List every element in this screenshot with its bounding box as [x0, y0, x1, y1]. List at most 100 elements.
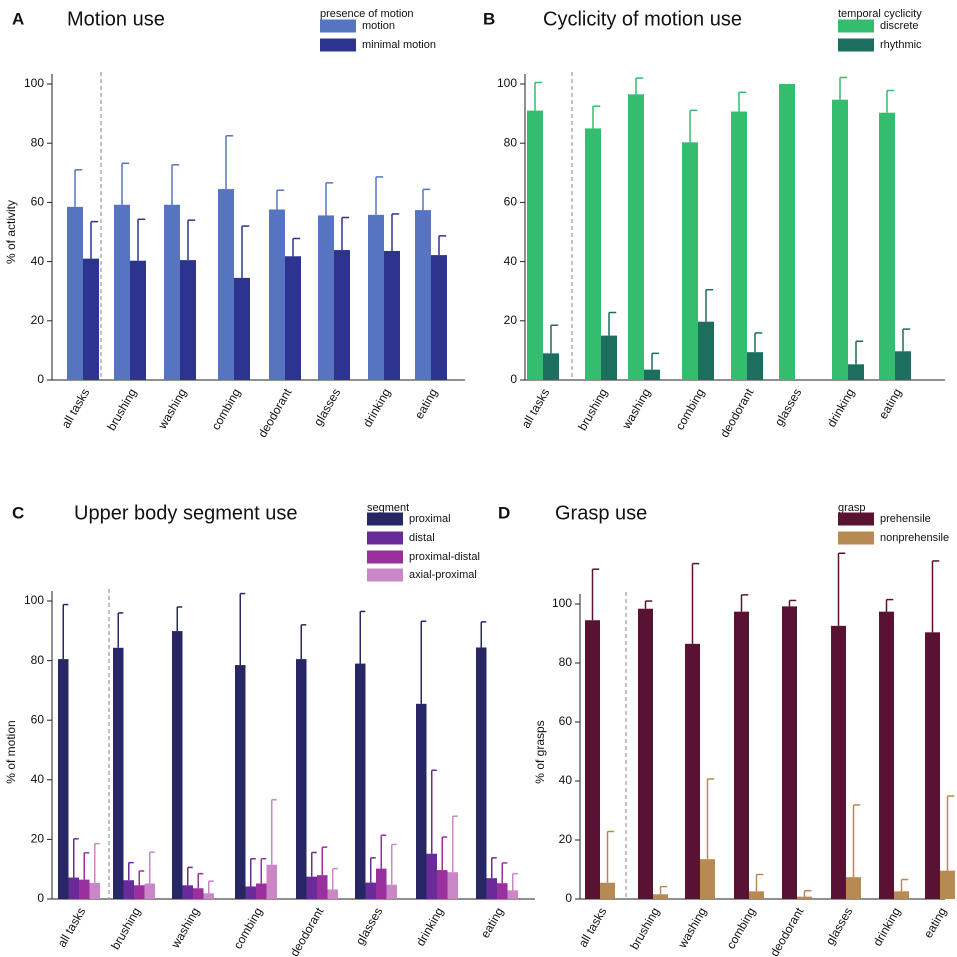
bar-proximal-distal — [193, 888, 204, 899]
x-tick-label: drinking — [413, 905, 446, 948]
x-tick-label: all tasks — [59, 386, 93, 431]
bar-motion — [164, 204, 180, 380]
y-tick-label: 40 — [559, 773, 573, 787]
x-tick-label: deodorant — [287, 905, 326, 957]
y-tick-label: 0 — [37, 372, 44, 386]
x-tick-label: eating — [921, 905, 949, 940]
bar-distal — [68, 877, 79, 899]
y-tick-label: 100 — [497, 76, 517, 90]
bar-distal — [245, 886, 256, 899]
y-tick-label: 0 — [37, 891, 44, 905]
legend-title: temporal cyclicity — [838, 8, 922, 20]
bar-distal — [486, 878, 497, 899]
panel-d: D Grasp use grasp prehensile nonprehensile 0 2… — [498, 502, 955, 957]
bar-nonprehensile — [600, 882, 615, 899]
bar-minimal-motion — [83, 258, 99, 380]
bar-proximal-distal — [79, 879, 90, 899]
panel-letter: C — [12, 503, 24, 522]
y-tick-label: 20 — [559, 832, 573, 846]
bar-nonprehensile — [700, 859, 715, 899]
legend-title: segment — [367, 502, 409, 514]
y-tick-label: 100 — [24, 76, 44, 90]
x-tick-label: all tasks — [55, 905, 89, 950]
y-tick-label: 80 — [559, 655, 573, 669]
x-tick-label: combing — [231, 905, 266, 951]
legend-label: minimal motion — [362, 39, 436, 51]
bar-proximal — [172, 631, 183, 899]
bar-proximal — [416, 703, 427, 899]
x-tick-label: glasses — [823, 905, 855, 947]
x-tick-label: drinking — [870, 905, 903, 948]
x-tick-label: combing — [673, 386, 708, 432]
legend-label: nonprehensile — [880, 532, 949, 544]
bar-nonprehensile — [894, 891, 909, 899]
bar-minimal-motion — [130, 260, 146, 380]
x-tick-label: deodorant — [255, 386, 294, 440]
bar-discrete — [731, 111, 747, 380]
legend-label: axial-proximal — [409, 569, 477, 581]
bar-nonprehensile — [749, 891, 764, 899]
legend-label: proximal — [409, 513, 451, 525]
y-tick-label: 60 — [504, 195, 518, 209]
legend-label: distal — [409, 532, 435, 544]
bar-proximal — [476, 647, 487, 899]
bar-motion — [67, 206, 83, 380]
legend-swatch-axial-proximal — [367, 568, 403, 582]
bar-prehensile — [879, 611, 894, 899]
y-tick-label: 60 — [31, 712, 45, 726]
x-tick-label: combing — [209, 386, 244, 432]
bar-proximal-distal — [437, 870, 448, 899]
legend-swatch-distal — [367, 531, 403, 545]
x-tick-label: glasses — [311, 386, 343, 428]
chart-title: Cyclicity of motion use — [543, 8, 742, 30]
x-tick-label: glasses — [353, 905, 385, 947]
bar-nonprehensile — [653, 894, 668, 899]
bar-motion — [218, 189, 234, 380]
y-tick-label: 20 — [31, 832, 45, 846]
y-tick-label: 80 — [31, 653, 45, 667]
x-tick-label: brushing — [108, 905, 143, 952]
x-tick-label: washing — [168, 905, 203, 951]
x-tick-label: eating — [478, 905, 506, 940]
y-tick-label: 0 — [565, 891, 572, 905]
bar-nonprehensile — [797, 896, 812, 899]
bar-motion — [318, 215, 334, 380]
bar-rhythmic — [601, 335, 617, 380]
legend-swatch-nonprehensile — [838, 531, 874, 545]
legend-label: motion — [362, 20, 395, 32]
x-tick-label: washing — [675, 905, 710, 951]
legend-swatch-motion — [320, 19, 356, 33]
bar-motion — [114, 204, 130, 380]
bar-minimal-motion — [180, 260, 196, 380]
bar-rhythmic — [848, 364, 864, 380]
legend-swatch-discrete — [838, 19, 874, 33]
bar-axial-proximal — [507, 890, 518, 899]
y-axis-label: % of motion — [4, 720, 18, 783]
bar-distal — [365, 882, 376, 899]
bar-rhythmic — [698, 321, 714, 380]
legend-swatch-prehensile — [838, 512, 874, 526]
panel-letter: A — [12, 9, 24, 28]
y-axis-label: % of grasps — [533, 720, 547, 783]
legend-label: proximal-distal — [409, 551, 480, 563]
y-tick-label: 0 — [510, 372, 517, 386]
bar-minimal-motion — [384, 250, 400, 380]
bar-distal — [123, 880, 134, 899]
legend-title: grasp — [838, 502, 866, 514]
y-tick-label: 60 — [559, 714, 573, 728]
bar-rhythmic — [747, 352, 763, 380]
y-tick-label: 80 — [504, 135, 518, 149]
panel-b: B Cyclicity of motion use temporal cyclici… — [483, 8, 945, 440]
bar-proximal-distal — [376, 868, 387, 899]
bar-prehensile — [925, 632, 940, 899]
bar-proximal — [235, 665, 246, 899]
bar-rhythmic — [644, 369, 660, 380]
x-tick-label: eating — [876, 386, 904, 421]
bar-rhythmic — [895, 351, 911, 380]
x-tick-label: combing — [724, 905, 759, 951]
x-tick-label: all tasks — [519, 386, 553, 431]
legend-label: discrete — [880, 20, 919, 32]
